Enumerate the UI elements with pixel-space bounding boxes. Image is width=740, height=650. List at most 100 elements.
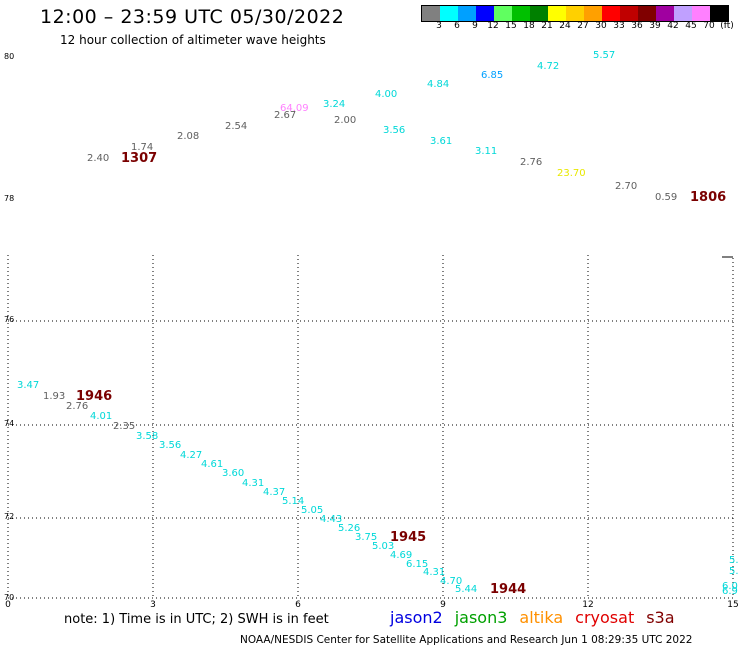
swh-value: 2.76	[66, 401, 89, 412]
legend-altika: altika	[519, 608, 564, 627]
lat-label-80: 80	[4, 52, 15, 61]
color-scale-label: 27	[577, 21, 589, 31]
swh-value: 5.44	[455, 584, 478, 595]
color-swatch	[566, 6, 584, 21]
swh-value: 3.56	[383, 125, 406, 136]
swh-value: 1.74	[131, 142, 154, 153]
color-scale-label: 24	[559, 21, 571, 31]
legend-jason2: jason2	[390, 608, 443, 627]
swh-value: 4.69	[390, 550, 413, 561]
color-scale-label: 39	[649, 21, 661, 31]
swh-value: 3.60	[222, 468, 245, 479]
color-scale-label: (ft)	[720, 21, 734, 31]
lon-label-0: 0	[5, 600, 11, 610]
color-swatch	[674, 6, 692, 21]
swh-value: 4.31	[242, 478, 265, 489]
swh-value: 2.08	[177, 131, 200, 142]
lon-label-9: 9	[440, 600, 446, 610]
swh-value: 4.84	[427, 79, 450, 90]
swh-value: 2.40	[87, 153, 110, 164]
color-scale-label: 36	[631, 21, 643, 31]
page-subtitle: 12 hour collection of altimeter wave hei…	[60, 33, 326, 47]
swh-value: 64.09	[280, 103, 309, 114]
legend-s3a: s3a	[646, 608, 675, 627]
swh-value: 5.	[729, 555, 739, 566]
footnote: note: 1) Time is in UTC; 2) SWH is in fe…	[64, 612, 329, 627]
color-swatch	[620, 6, 638, 21]
swh-value: 4.01	[90, 411, 113, 422]
color-scale-label: 6	[454, 21, 460, 31]
lat-label-70: 70	[4, 593, 15, 602]
swh-value: 5.05	[301, 505, 324, 516]
color-swatch	[422, 6, 440, 21]
color-swatch	[584, 6, 602, 21]
color-swatch	[710, 6, 728, 21]
color-scale-label: 42	[667, 21, 679, 31]
swh-value: 4.43	[320, 514, 343, 525]
swh-value: 6.85	[481, 70, 504, 81]
pass-time-label: 1806	[690, 190, 727, 205]
color-scale-label: 3	[436, 21, 442, 31]
swh-value: 5.14	[282, 496, 305, 507]
swh-value: 3.11	[475, 146, 498, 157]
legend-jason3: jason3	[454, 608, 508, 627]
swh-value: 6.9	[722, 586, 738, 597]
pass-time-label: 1945	[390, 530, 427, 545]
swh-value: 5.03	[372, 541, 395, 552]
color-scale-labels: 3 6 9 12 15 18 21 24 27 30 33 36 39 42 45 70 (ft)	[421, 21, 740, 33]
legend-cryosat: cryosat	[575, 608, 635, 627]
color-scale-label: 30	[595, 21, 607, 31]
color-swatch	[458, 6, 476, 21]
color-scale-label: 15	[505, 21, 517, 31]
swh-value: 5.57	[593, 50, 616, 61]
swh-value: 23.70	[557, 168, 586, 179]
swh-value: 3.75	[355, 532, 378, 543]
lat-label-78: 78	[4, 194, 15, 203]
color-scale-label: 18	[523, 21, 535, 31]
swh-value: 4.00	[375, 89, 398, 100]
swh-value: 2.67	[274, 110, 297, 121]
color-scale-label: 9	[472, 21, 478, 31]
color-swatch	[692, 6, 710, 21]
lon-label-15: 15	[727, 600, 739, 610]
color-swatch	[530, 6, 548, 21]
credit-footer: NOAA/NESDIS Center for Satellite Applica…	[240, 634, 693, 646]
pass-time-label: 1946	[76, 389, 113, 404]
swh-value: 3.47	[17, 380, 40, 391]
lon-label-12: 12	[582, 600, 594, 610]
swh-value: 3.56	[159, 440, 182, 451]
swh-value: 0.59	[655, 192, 678, 203]
color-swatch	[548, 6, 566, 21]
color-swatch	[602, 6, 620, 21]
satellite-legend: jason2 jason3 altika cryosat s3a	[390, 608, 675, 627]
color-swatch	[656, 6, 674, 21]
lat-label-72: 72	[4, 512, 15, 521]
swh-value: 2.00	[334, 115, 357, 126]
swh-value: 5.26	[338, 523, 361, 534]
color-scale-bar	[421, 5, 729, 22]
swh-value: 4.61	[201, 459, 224, 470]
swh-value: 4.72	[537, 61, 560, 72]
lat-label-74: 74	[4, 419, 15, 428]
swh-value: 2.54	[225, 121, 248, 132]
graticule	[8, 255, 734, 599]
color-scale-label: 12	[487, 21, 499, 31]
swh-value: 5.	[729, 566, 739, 577]
color-swatch	[494, 6, 512, 21]
color-scale-label: 21	[541, 21, 553, 31]
lon-label-3: 3	[150, 600, 156, 610]
swh-value: 4.70	[440, 576, 463, 587]
lon-label-6: 6	[295, 600, 301, 610]
pass-time-label: 1307	[121, 151, 158, 166]
swh-value: 1.93	[43, 391, 66, 402]
page-title: 12:00 – 23:59 UTC 05/30/2022	[40, 6, 345, 28]
lat-label-76: 76	[4, 315, 15, 324]
swh-value: 3.58	[136, 431, 159, 442]
color-swatch	[476, 6, 494, 21]
color-scale-label: 70	[703, 21, 715, 31]
swh-value: 2.35	[113, 421, 136, 432]
swh-value: 4.31	[423, 567, 446, 578]
swh-value: 6.15	[406, 559, 429, 570]
